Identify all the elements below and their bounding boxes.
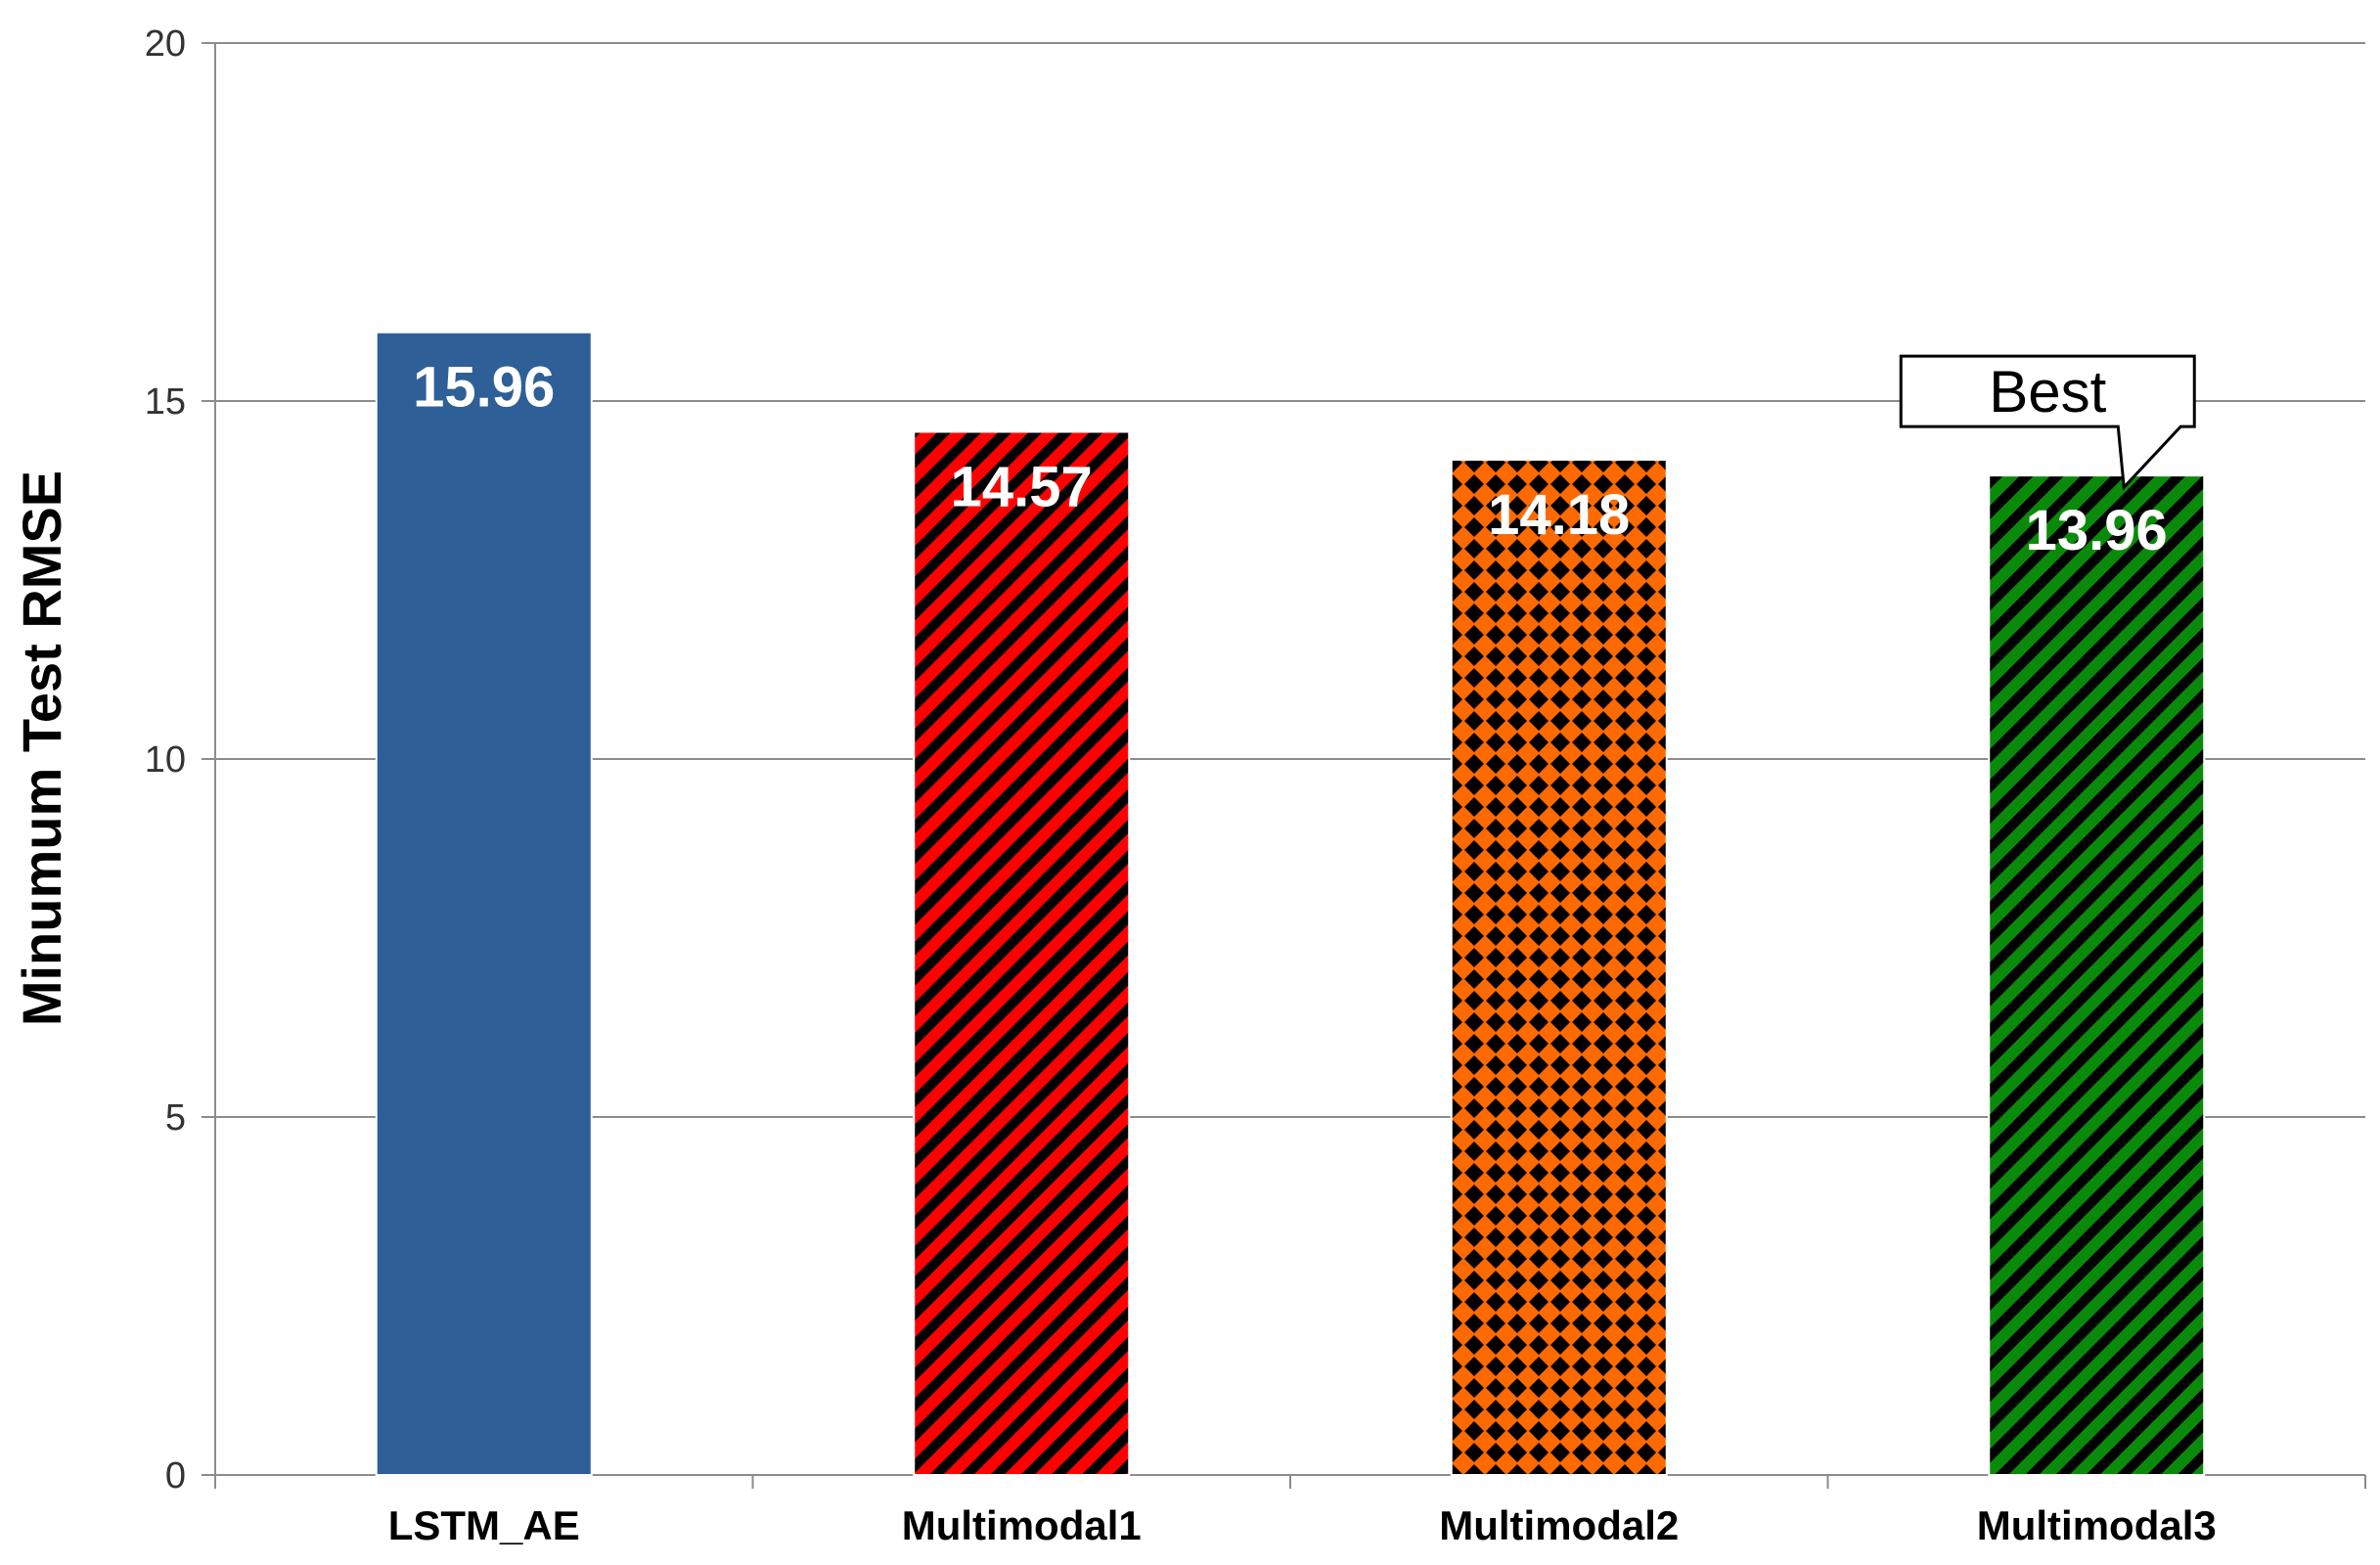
y-axis-title: Minumum Test RMSE [11, 470, 72, 1026]
x-category-label: Multimodal2 [1439, 1502, 1679, 1548]
y-tick-labels: 0 5 10 15 20 [145, 23, 186, 1497]
data-label: 13.96 [2026, 499, 2168, 562]
callout-box [1899, 354, 2196, 491]
data-label: 15.96 [413, 356, 555, 420]
y-tick-label: 15 [145, 381, 186, 423]
bar-multimodal3 [1988, 474, 2206, 1476]
x-category-label: LSTM_AE [388, 1502, 580, 1548]
y-tick-label: 5 [165, 1097, 186, 1139]
bar-multimodal2 [1450, 459, 1668, 1476]
data-label: 14.57 [951, 455, 1093, 518]
y-tick-label: 0 [165, 1455, 186, 1497]
annotations: Best [1899, 354, 2196, 491]
data-label: 14.18 [1488, 483, 1630, 547]
y-tick-label: 10 [145, 739, 186, 781]
y-tick-label: 20 [145, 23, 186, 65]
bar-multimodal1 [913, 430, 1131, 1477]
x-category-label: Multimodal1 [902, 1502, 1142, 1548]
callout-text: Best [1989, 359, 2106, 425]
x-category-label: Multimodal3 [1977, 1502, 2217, 1548]
x-category-labels: LSTM_AE Multimodal1 Multimodal2 Multimodal3 [388, 1502, 2217, 1548]
bar-lstm-ae [375, 331, 593, 1476]
bars: 15.96 14.57 14.18 13.96 [375, 331, 2206, 1477]
